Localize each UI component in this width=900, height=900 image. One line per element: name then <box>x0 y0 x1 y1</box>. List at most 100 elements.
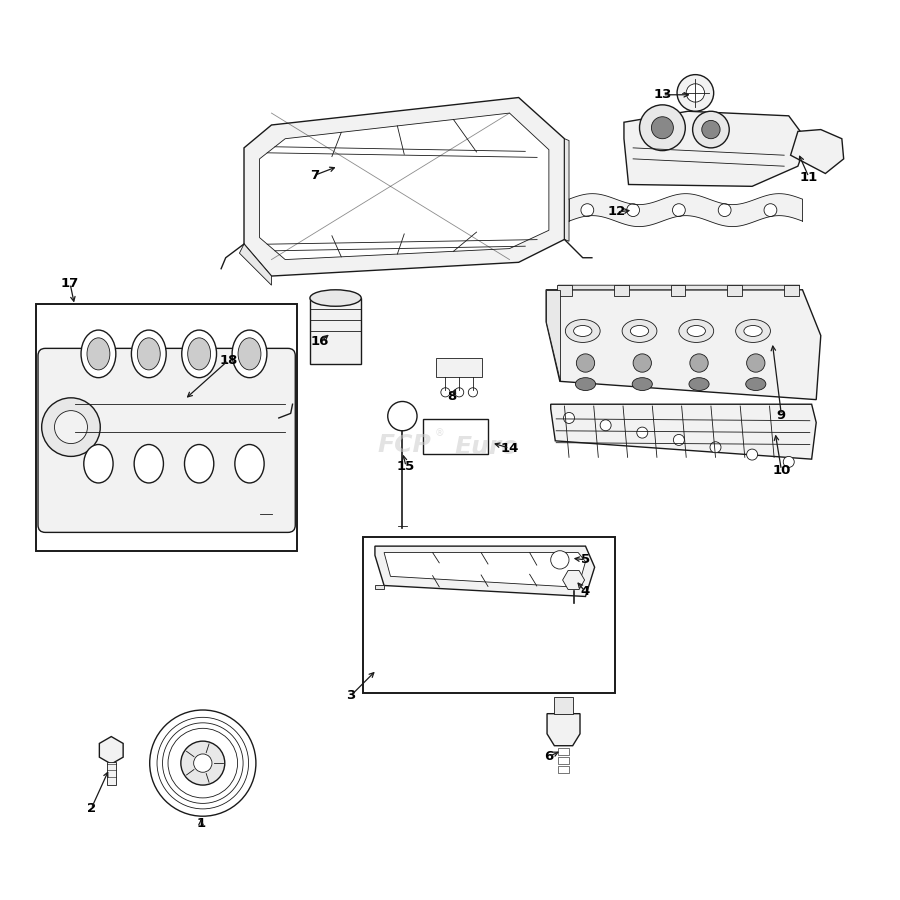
Circle shape <box>633 354 652 373</box>
Circle shape <box>702 121 720 139</box>
Bar <box>558 757 569 764</box>
Circle shape <box>563 412 574 423</box>
Circle shape <box>764 203 777 217</box>
Bar <box>107 762 116 785</box>
Ellipse shape <box>575 378 596 391</box>
Text: 8: 8 <box>447 391 456 403</box>
Text: 9: 9 <box>777 409 786 422</box>
Circle shape <box>718 203 731 217</box>
Text: 14: 14 <box>500 442 518 454</box>
Text: 2: 2 <box>86 803 95 815</box>
Bar <box>554 698 572 714</box>
Circle shape <box>181 741 225 785</box>
Bar <box>310 298 361 364</box>
Ellipse shape <box>310 290 361 306</box>
Circle shape <box>600 419 611 431</box>
Ellipse shape <box>232 330 267 378</box>
Circle shape <box>640 104 685 150</box>
Circle shape <box>672 203 685 217</box>
Text: 17: 17 <box>61 277 79 290</box>
Circle shape <box>626 203 640 217</box>
Ellipse shape <box>238 338 261 370</box>
Ellipse shape <box>131 330 166 378</box>
Ellipse shape <box>138 338 160 370</box>
Circle shape <box>157 717 248 809</box>
Bar <box>36 303 297 551</box>
Text: 3: 3 <box>346 688 356 702</box>
Text: ®: ® <box>434 428 444 438</box>
Ellipse shape <box>622 320 657 342</box>
Text: 11: 11 <box>800 171 818 184</box>
Bar <box>784 285 799 296</box>
Ellipse shape <box>630 326 649 337</box>
Circle shape <box>168 728 238 798</box>
Ellipse shape <box>235 445 264 483</box>
Circle shape <box>693 112 729 148</box>
Polygon shape <box>375 546 595 597</box>
Polygon shape <box>546 290 821 400</box>
Text: 12: 12 <box>608 205 625 219</box>
Ellipse shape <box>689 378 709 391</box>
Polygon shape <box>375 586 384 590</box>
Ellipse shape <box>573 326 592 337</box>
Ellipse shape <box>182 330 217 378</box>
Circle shape <box>454 388 464 397</box>
Circle shape <box>673 435 684 446</box>
Bar <box>363 537 615 693</box>
Text: 7: 7 <box>310 169 320 182</box>
Text: 5: 5 <box>580 554 590 566</box>
Bar <box>727 285 742 296</box>
Text: Euro: Euro <box>454 436 518 459</box>
Polygon shape <box>562 571 585 590</box>
Ellipse shape <box>744 326 762 337</box>
Ellipse shape <box>188 338 211 370</box>
Text: 1: 1 <box>196 817 205 830</box>
Circle shape <box>686 84 705 102</box>
Ellipse shape <box>565 320 600 342</box>
Polygon shape <box>547 714 580 746</box>
Ellipse shape <box>81 330 116 378</box>
Bar <box>557 285 572 296</box>
Polygon shape <box>244 97 564 276</box>
Circle shape <box>637 428 648 438</box>
Text: 16: 16 <box>310 336 329 348</box>
Ellipse shape <box>679 320 714 342</box>
Bar <box>558 748 569 755</box>
Circle shape <box>551 551 569 569</box>
Circle shape <box>55 410 87 444</box>
Ellipse shape <box>746 378 766 391</box>
Bar <box>614 285 628 296</box>
Circle shape <box>194 754 212 772</box>
FancyBboxPatch shape <box>38 348 295 533</box>
Polygon shape <box>558 285 800 290</box>
Circle shape <box>652 117 673 139</box>
Text: 18: 18 <box>220 354 238 367</box>
Text: 15: 15 <box>397 460 415 473</box>
Polygon shape <box>436 358 482 377</box>
Circle shape <box>783 456 794 467</box>
Circle shape <box>580 203 594 217</box>
Ellipse shape <box>134 445 164 483</box>
Circle shape <box>163 723 243 804</box>
Ellipse shape <box>687 326 706 337</box>
Text: 6: 6 <box>544 751 554 763</box>
Ellipse shape <box>87 338 110 370</box>
Polygon shape <box>384 553 586 588</box>
Circle shape <box>149 710 256 816</box>
Polygon shape <box>259 113 549 259</box>
Circle shape <box>388 401 417 431</box>
Polygon shape <box>546 290 560 382</box>
Bar <box>558 766 569 773</box>
Circle shape <box>747 354 765 373</box>
Polygon shape <box>239 244 272 285</box>
Circle shape <box>441 388 450 397</box>
Text: FCP: FCP <box>377 433 431 456</box>
Circle shape <box>576 354 595 373</box>
Bar <box>422 418 489 454</box>
Circle shape <box>468 388 478 397</box>
Circle shape <box>690 354 708 373</box>
Ellipse shape <box>84 445 113 483</box>
Polygon shape <box>624 112 807 186</box>
Text: 10: 10 <box>772 464 790 477</box>
Circle shape <box>710 442 721 453</box>
